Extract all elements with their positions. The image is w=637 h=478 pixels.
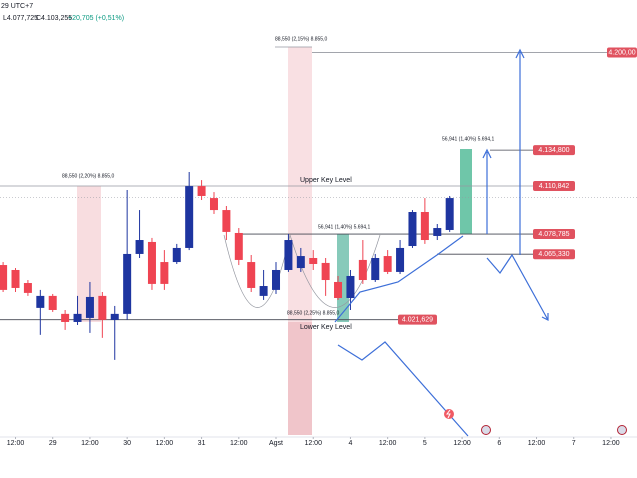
- candle-body: [110, 313, 119, 320]
- candle-body: [222, 210, 231, 232]
- candle-body: [172, 247, 181, 263]
- x-tick-label: Agst: [269, 440, 283, 447]
- header-close: C4.103,255: [36, 15, 72, 22]
- price-level-label: 4.134,800: [538, 147, 569, 154]
- projections: [334, 48, 549, 437]
- x-tick-label: 30: [123, 440, 131, 447]
- candle-body: [433, 228, 442, 236]
- candle-body: [234, 232, 243, 260]
- x-tick-label: 12:00: [528, 440, 546, 447]
- annotation: 88,550 (2,25%) 8.855,0: [287, 310, 339, 316]
- pattern-arc: [223, 234, 291, 308]
- arrow-down: [486, 253, 549, 321]
- price-level-tag: [533, 145, 575, 156]
- x-tick-label: 29: [49, 440, 57, 447]
- x-tick-label: 12:00: [81, 440, 99, 447]
- price-level-label: 4.021,629: [402, 317, 433, 324]
- header-time: 29 UTC+7: [1, 3, 33, 10]
- price-level-label: 4.110,842: [539, 183, 570, 190]
- x-tick-label: 6: [497, 440, 501, 447]
- candle-body: [160, 262, 169, 284]
- flag-icon: [617, 425, 627, 435]
- price-level-tag: [398, 314, 437, 325]
- arrow-up: [515, 48, 525, 255]
- candle-body: [445, 198, 454, 230]
- annotation: 88,550 (2,15%) 8.855,0: [275, 36, 327, 42]
- header-change: +20,705 (+0,51%): [68, 15, 124, 22]
- candle-body: [396, 247, 405, 272]
- trend-line: [334, 235, 464, 323]
- header-low: L4.077,725: [3, 15, 38, 22]
- candle-body: [358, 259, 367, 281]
- candle-body: [135, 240, 144, 254]
- candle-body: [73, 313, 82, 322]
- candle-body: [23, 283, 32, 293]
- arrow-up: [482, 148, 492, 234]
- candle-body: [98, 295, 107, 320]
- candle-body: [371, 257, 380, 281]
- candle-body: [334, 281, 343, 299]
- flag-icon: [481, 425, 491, 435]
- candle-body: [272, 269, 281, 290]
- price-level-tag: [533, 229, 575, 240]
- x-tick-label: 31: [198, 440, 206, 447]
- annotation: 56,941 (1,40%) 5.694,1: [318, 224, 370, 230]
- price-level-label: 4.200,00: [608, 49, 635, 56]
- event-icon: [446, 409, 451, 419]
- candle-body: [197, 186, 206, 196]
- x-tick-label: 7: [572, 440, 576, 447]
- x-tick-label: 12:00: [304, 440, 322, 447]
- candle-body: [0, 265, 8, 290]
- candle-body: [36, 295, 45, 308]
- x-tick-label: 12:00: [453, 440, 471, 447]
- range-band: [337, 234, 349, 322]
- x-tick-label: 4: [348, 440, 352, 447]
- range-band: [288, 322, 312, 435]
- candle-body: [284, 240, 293, 270]
- annotation: Lower Key Level: [300, 324, 352, 331]
- candle-body: [296, 256, 305, 269]
- candle-body: [48, 295, 57, 310]
- candle-body: [209, 198, 218, 211]
- x-tick-label: 12:00: [7, 440, 25, 447]
- x-tick-label: 5: [423, 440, 427, 447]
- target-box: [460, 149, 472, 234]
- x-tick-label: 12:00: [602, 440, 620, 447]
- price-level-tag: [607, 47, 637, 58]
- annotation: 88,550 (2,20%) 8.855,0: [62, 173, 114, 179]
- candle-body: [346, 275, 355, 299]
- price-level-label: 4.065,330: [538, 251, 569, 258]
- x-tick-label: 12:00: [379, 440, 397, 447]
- candle-body: [123, 253, 132, 314]
- price-level-label: 4.078,785: [538, 231, 569, 238]
- candle-body: [408, 212, 417, 247]
- annotation: 56,941 (1,40%) 5.694,1: [442, 136, 494, 142]
- candle-body: [61, 313, 70, 322]
- x-tick-label: 12:00: [230, 440, 248, 447]
- candle-body: [185, 186, 194, 248]
- x-tick-label: 12:00: [156, 440, 174, 447]
- candle-body: [321, 262, 330, 281]
- candle-body: [147, 241, 156, 284]
- candle-body: [420, 212, 429, 241]
- candle-body: [11, 269, 20, 288]
- candles: [0, 171, 454, 360]
- price-level-tag: [533, 249, 575, 260]
- candle-body: [259, 286, 268, 296]
- candle-body: [383, 256, 392, 272]
- annotation: Upper Key Level: [300, 177, 352, 184]
- path-down: [337, 341, 469, 437]
- candle-body: [85, 296, 94, 318]
- candle-body: [309, 257, 318, 264]
- price-level-tag: [533, 181, 575, 192]
- candle-body: [247, 262, 256, 288]
